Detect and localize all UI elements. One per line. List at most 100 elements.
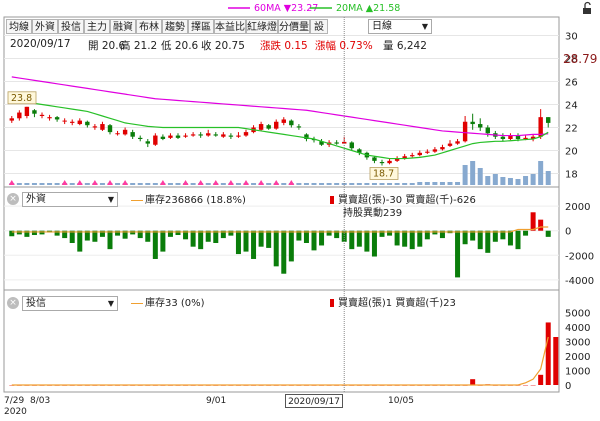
foreign-tick-label: 2000	[565, 202, 590, 213]
volume-bar	[130, 183, 136, 185]
buysell-swatch	[330, 196, 334, 204]
foreign-bar	[432, 230, 438, 235]
price-tick-label: 26	[565, 78, 578, 89]
price-tick-label: 24	[565, 101, 578, 112]
candle-body	[47, 117, 52, 119]
trust-inventory-legend: 庫存33 (0%)	[131, 294, 205, 309]
volume-bar	[387, 183, 393, 185]
close-foreign-panel-icon[interactable]: ×	[7, 193, 19, 205]
toolbar-button-3[interactable]: 主力	[84, 19, 110, 34]
foreign-bar	[273, 230, 279, 267]
candle-body	[243, 132, 249, 136]
trust-buysell-legend: 買賣超(張)1 買賣超(千)23	[330, 294, 456, 309]
foreign-bar	[92, 230, 98, 242]
trust-tick-label: 3000	[565, 337, 590, 348]
trust-panel-frame	[3, 289, 560, 393]
volume-bar	[530, 174, 536, 185]
candle-body	[190, 134, 196, 136]
foreign-inventory-legend: 庫存236866 (18.8%)	[131, 191, 246, 206]
toolbar-button-11[interactable]: 設	[310, 19, 328, 34]
toolbar-button-8[interactable]: 本益比	[214, 19, 246, 34]
toolbar-button-2[interactable]: 投信	[58, 19, 84, 34]
candle-body	[334, 142, 339, 144]
price-tick-label: 20	[565, 147, 578, 158]
volume-bar	[319, 183, 325, 185]
toolbar-button-7[interactable]: 擇區	[188, 19, 214, 34]
candle-body	[357, 149, 362, 153]
signal-marker	[107, 180, 113, 185]
volume-bar	[477, 168, 483, 185]
toolbar-button-6[interactable]: 趨勢	[162, 19, 188, 34]
volume-bar	[39, 183, 45, 185]
candle-body	[387, 160, 392, 164]
volume-bar	[538, 161, 544, 185]
signal-marker	[122, 180, 129, 185]
foreign-bar	[152, 230, 158, 259]
toolbar-button-1[interactable]: 外資	[32, 19, 58, 34]
candle-body	[198, 134, 203, 136]
foreign-shareholding-text: 持股異動239	[343, 208, 403, 219]
ma60-legend-label: 60MA ▼23.27	[254, 3, 318, 14]
low-annotation: 18.7	[369, 167, 399, 180]
quote-date: 2020/09/17	[10, 38, 71, 50]
ma-line-60MA	[11, 76, 549, 137]
foreign-bar	[394, 230, 400, 246]
foreign-bar	[205, 230, 211, 242]
toolbar-button-4[interactable]: 融資	[110, 19, 136, 34]
candle-body	[289, 120, 294, 126]
lock-icon[interactable]	[583, 1, 591, 15]
foreign-bar	[84, 230, 90, 241]
trust-tick-label: 1000	[565, 366, 590, 377]
quote-volume: 量 6,242	[383, 40, 427, 52]
candle-body	[32, 110, 37, 114]
foreign-indicator-select[interactable]: 外資 ▼	[22, 192, 118, 207]
foreign-bar	[175, 230, 181, 236]
signal-marker	[273, 180, 280, 185]
candle-body	[478, 124, 483, 128]
candle-body	[470, 121, 475, 125]
candle-body	[432, 149, 438, 152]
foreign-bar	[545, 230, 551, 237]
x-label-1: 8/03	[30, 396, 51, 406]
toolbar-button-0[interactable]: 均線	[6, 19, 32, 34]
foreign-bar	[538, 219, 544, 231]
toolbar-button-9[interactable]: 紅綠燈	[246, 19, 278, 34]
volume-bar	[69, 183, 75, 185]
foreign-bar	[424, 230, 430, 240]
volume-bar	[432, 182, 438, 185]
candle-body	[183, 135, 188, 137]
period-select[interactable]: 日線 ▼	[368, 19, 432, 34]
candle-body	[228, 135, 234, 137]
candle-body	[274, 121, 279, 129]
trust-indicator-select[interactable]: 投信 ▼	[22, 296, 118, 311]
foreign-buysell-legend: 買賣超(張)-30 買賣超(千)-626	[330, 191, 476, 206]
x-year-label: 2020	[4, 407, 27, 417]
trust-inventory-line	[11, 336, 549, 386]
toolbar-button-5[interactable]: 布林	[136, 19, 162, 34]
signal-marker	[8, 180, 15, 185]
candle-body	[39, 114, 45, 116]
foreign-bar	[523, 230, 529, 236]
volume-bar	[235, 183, 241, 185]
foreign-bar	[387, 230, 393, 236]
signal-marker	[91, 180, 98, 185]
high-annotation-box	[7, 91, 37, 105]
foreign-bar	[160, 230, 166, 252]
foreign-bar	[402, 230, 408, 247]
candle-body	[24, 106, 30, 116]
candle-body	[515, 135, 521, 139]
foreign-bar	[115, 230, 121, 236]
candle-body	[485, 127, 490, 134]
foreign-bar	[266, 230, 272, 248]
foreign-bar	[31, 230, 37, 236]
candle-body	[236, 135, 241, 137]
foreign-bar	[334, 230, 340, 239]
foreign-bar	[122, 230, 128, 239]
close-trust-panel-icon[interactable]: ×	[7, 297, 19, 309]
volume-bar	[175, 183, 181, 185]
candle-body	[266, 125, 271, 129]
toolbar-button-10[interactable]: 分價量	[278, 19, 310, 34]
candle-body	[62, 120, 67, 122]
candle-body	[394, 158, 400, 161]
volume-bar	[455, 182, 461, 185]
